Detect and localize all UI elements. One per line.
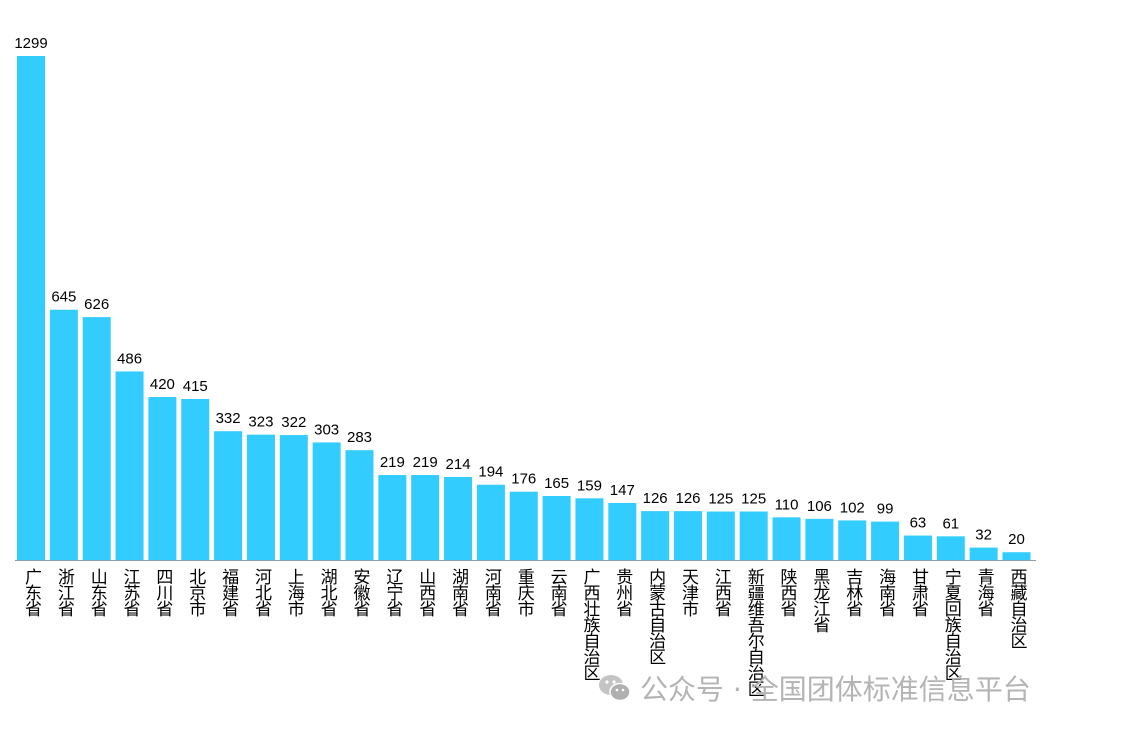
bar xyxy=(706,511,735,560)
bar xyxy=(49,309,78,560)
category-label: 内蒙古自治区 xyxy=(645,568,666,664)
bar xyxy=(411,475,440,560)
category-label: 西藏自治区 xyxy=(1006,568,1027,648)
data-label: 159 xyxy=(577,477,602,494)
category-label: 海南省 xyxy=(875,568,896,616)
data-label: 20 xyxy=(1008,531,1025,548)
category-label: 贵州省 xyxy=(612,568,633,616)
category-label: 云南省 xyxy=(546,568,567,616)
data-label: 303 xyxy=(314,421,339,438)
bar xyxy=(772,517,801,560)
bar xyxy=(214,431,243,560)
category-label: 辽宁省 xyxy=(382,568,403,616)
category-label: 重庆市 xyxy=(513,568,534,616)
data-label: 645 xyxy=(51,289,76,306)
data-label: 126 xyxy=(675,490,700,507)
watermark: 公众号 · 全国团体标准信息平台 xyxy=(598,668,1031,708)
category-label: 河北省 xyxy=(250,568,271,616)
bar xyxy=(312,442,341,560)
bar xyxy=(936,536,965,560)
data-label: 1299 xyxy=(14,35,47,52)
bar xyxy=(279,435,308,560)
category-label: 湖南省 xyxy=(448,568,469,616)
data-label: 332 xyxy=(216,410,241,427)
category-label: 黑龙江省 xyxy=(809,568,830,632)
bar xyxy=(739,511,768,560)
data-label: 99 xyxy=(877,501,894,518)
bar xyxy=(345,450,374,560)
bar xyxy=(181,398,210,560)
category-label: 江苏省 xyxy=(119,568,140,616)
bar xyxy=(969,547,998,560)
data-label: 125 xyxy=(741,491,766,508)
bar xyxy=(509,491,538,560)
data-label: 125 xyxy=(708,491,733,508)
data-label: 102 xyxy=(840,499,865,516)
data-label: 126 xyxy=(643,490,668,507)
category-label: 山东省 xyxy=(86,568,107,616)
bar xyxy=(805,518,834,560)
bar xyxy=(871,521,900,560)
category-label: 宁夏回族自治区 xyxy=(940,568,961,680)
bar xyxy=(1002,552,1031,560)
bar xyxy=(17,56,45,560)
category-label: 上海市 xyxy=(283,568,304,616)
data-label: 219 xyxy=(413,454,438,471)
bar xyxy=(444,476,473,560)
category-label: 广西壮族自治区 xyxy=(579,568,600,680)
category-label: 新疆维吾尔自治区 xyxy=(743,568,764,696)
data-label: 322 xyxy=(281,414,306,431)
category-label: 浙江省 xyxy=(53,568,74,616)
bar xyxy=(115,371,144,560)
data-label: 214 xyxy=(446,456,471,473)
data-label: 176 xyxy=(511,471,536,488)
category-label: 吉林省 xyxy=(842,568,863,616)
watermark-text: 公众号 · 全国团体标准信息平台 xyxy=(640,673,1031,706)
bar xyxy=(575,498,604,560)
category-label: 山西省 xyxy=(415,568,436,616)
data-label: 486 xyxy=(117,350,142,367)
bar xyxy=(148,397,177,560)
data-label: 61 xyxy=(942,515,959,532)
bar xyxy=(641,511,670,560)
category-label: 四川省 xyxy=(152,568,173,616)
category-label: 广东省 xyxy=(21,568,41,616)
bar xyxy=(838,520,867,560)
category-label: 天津市 xyxy=(678,568,698,616)
bar xyxy=(246,434,275,560)
wechat-icon xyxy=(599,675,631,702)
data-label: 283 xyxy=(347,429,372,446)
category-label: 安徽省 xyxy=(349,568,370,616)
data-label: 110 xyxy=(775,496,799,513)
category-label: 北京市 xyxy=(185,568,206,616)
data-label: 194 xyxy=(478,464,503,481)
data-label: 32 xyxy=(975,527,992,544)
data-label: 420 xyxy=(150,376,175,393)
data-label: 626 xyxy=(84,296,109,313)
bar xyxy=(476,484,505,560)
category-label: 陕西省 xyxy=(776,568,797,616)
data-label: 106 xyxy=(807,498,832,515)
category-label: 甘肃省 xyxy=(907,568,928,616)
category-label: 青海省 xyxy=(973,568,994,616)
category-label: 福建省 xyxy=(218,568,239,616)
data-label: 415 xyxy=(183,378,208,395)
bar xyxy=(542,495,571,560)
bar xyxy=(608,502,637,560)
category-label: 河南省 xyxy=(480,568,501,616)
bar xyxy=(82,317,111,560)
category-label: 湖北省 xyxy=(316,568,337,616)
bar xyxy=(903,535,932,560)
data-label: 165 xyxy=(544,475,569,492)
data-label: 323 xyxy=(248,414,273,431)
bar xyxy=(674,511,702,560)
category-label: 江西省 xyxy=(710,568,731,616)
bar xyxy=(378,475,407,560)
data-label: 219 xyxy=(380,454,405,471)
data-label: 147 xyxy=(610,482,635,499)
data-label: 63 xyxy=(910,515,927,532)
